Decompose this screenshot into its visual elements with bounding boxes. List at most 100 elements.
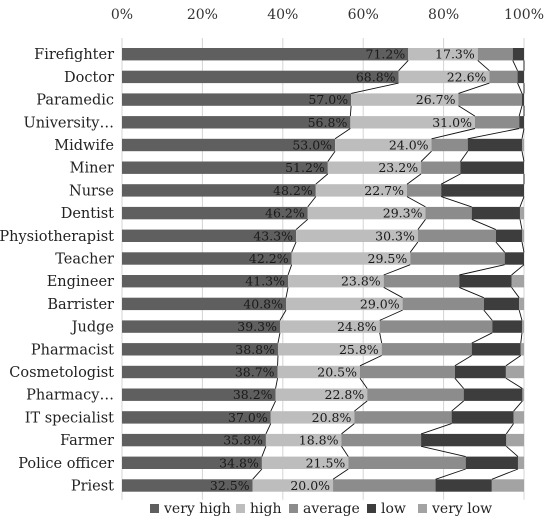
- connector-line: [513, 400, 523, 412]
- data-label-very-high: 42.2%: [249, 251, 289, 266]
- category-label: Cosmetologist: [9, 365, 114, 381]
- connector-line: [519, 196, 525, 208]
- connector-line: [291, 241, 297, 253]
- connector-line: [518, 309, 523, 321]
- connector-line: [521, 151, 525, 162]
- connector-line: [441, 196, 472, 208]
- connector-line: [505, 355, 522, 367]
- bar-segment-very-high: [122, 138, 336, 152]
- connector-line: [435, 468, 466, 480]
- data-label-very-high: 39.3%: [237, 319, 277, 334]
- bar-segment-average: [383, 275, 460, 288]
- data-label-high: 29.5%: [368, 251, 408, 266]
- legend-swatch-low: [367, 504, 376, 513]
- bar-segment-average: [431, 138, 468, 152]
- connector-line: [379, 332, 383, 344]
- data-label-high: 25.8%: [339, 342, 379, 357]
- connector-line: [521, 241, 525, 253]
- data-label-very-high: 34.8%: [219, 455, 259, 470]
- bar-segment-very-high: [122, 93, 352, 106]
- bar-segment-very-low: [505, 365, 524, 379]
- bar-segment-low: [451, 411, 514, 424]
- bar-segment-very-high: [122, 275, 289, 288]
- connector-line: [406, 196, 426, 208]
- bar-segment-low: [454, 365, 506, 379]
- bar-segment-high: [351, 93, 459, 106]
- bar-segment-high: [252, 479, 334, 492]
- connector-line: [359, 355, 382, 367]
- bar-segment-average: [359, 365, 455, 379]
- x-tick-label: 80%: [428, 7, 459, 23]
- bar-segment-very-low: [519, 297, 524, 311]
- bar-segment-high: [277, 343, 382, 356]
- bar-segment-average: [458, 93, 522, 106]
- data-label-very-high: 71.2%: [366, 47, 406, 62]
- bar-segment-very-high: [122, 343, 278, 356]
- bar-segment-low: [441, 184, 524, 197]
- bar-segment-very-low: [491, 479, 524, 492]
- bars: [122, 48, 524, 492]
- category-label: Engineer: [47, 274, 114, 290]
- bar-segment-low: [463, 388, 523, 401]
- category-label: Firefighter: [34, 47, 114, 63]
- bar-segment-low: [521, 93, 524, 106]
- bar-segment-high: [288, 275, 384, 288]
- data-label-very-high: 38.8%: [235, 342, 275, 357]
- connector-line: [409, 241, 419, 253]
- connector-line: [417, 219, 426, 230]
- data-label-high: 17.3%: [435, 47, 475, 62]
- connector-line: [519, 219, 523, 230]
- bar-segment-very-high: [122, 320, 280, 333]
- bar-segment-average: [421, 161, 461, 174]
- x-tick-label: 0%: [111, 7, 133, 23]
- category-label: Police officer: [18, 456, 114, 472]
- connector-line: [471, 332, 493, 344]
- connector-line: [460, 150, 469, 162]
- x-tick-label: 60%: [348, 7, 379, 23]
- connector-line: [517, 82, 523, 94]
- connector-line: [420, 150, 432, 162]
- bar-segment-average: [354, 411, 452, 424]
- data-label-high: 20.0%: [290, 478, 330, 493]
- bar-segment-high: [335, 138, 432, 152]
- bar-segment-low: [465, 456, 518, 469]
- bar-segment-very-low: [522, 388, 524, 401]
- connector-line: [359, 377, 368, 389]
- connector-line: [467, 128, 520, 140]
- connector-line: [398, 60, 409, 72]
- connector-line: [495, 241, 506, 253]
- category-labels: Firefighter Doctor Paramedic University… Mid…: [0, 47, 114, 494]
- bar-segment-high: [327, 161, 422, 174]
- bar-segment-low: [495, 229, 522, 242]
- bar-segment-high: [307, 206, 426, 220]
- legend-label-high: high: [250, 501, 281, 517]
- x-tick-label: 20%: [187, 7, 218, 23]
- connector-line: [341, 423, 355, 435]
- bar-segment-very-high: [122, 229, 297, 242]
- connector-line: [287, 264, 293, 276]
- connector-line: [383, 264, 411, 276]
- bar-segment-low: [459, 275, 512, 288]
- connector-line: [261, 446, 267, 457]
- connector-line: [459, 286, 484, 299]
- bar-segment-average: [381, 343, 472, 356]
- legend-swatch-high: [236, 504, 245, 513]
- data-label-high: 21.5%: [306, 455, 346, 470]
- connector-line: [518, 105, 523, 117]
- connector-line: [420, 445, 466, 458]
- connector-line: [431, 128, 476, 140]
- category-label: Miner: [70, 161, 114, 177]
- data-label-high: 18.8%: [299, 433, 339, 448]
- bar-segment-low: [512, 48, 524, 61]
- data-label-high: 31.0%: [432, 115, 472, 130]
- bar-segment-very-low: [511, 275, 524, 288]
- data-label-very-high: 68.8%: [356, 69, 396, 84]
- connector-line: [315, 173, 329, 185]
- bar-segment-low: [460, 161, 524, 174]
- data-label-very-high: 35.8%: [223, 433, 263, 448]
- bar-segment-average: [333, 479, 436, 492]
- connector-line: [406, 173, 422, 185]
- bar-segment-average: [379, 320, 493, 333]
- category-label: Dentist: [61, 206, 114, 222]
